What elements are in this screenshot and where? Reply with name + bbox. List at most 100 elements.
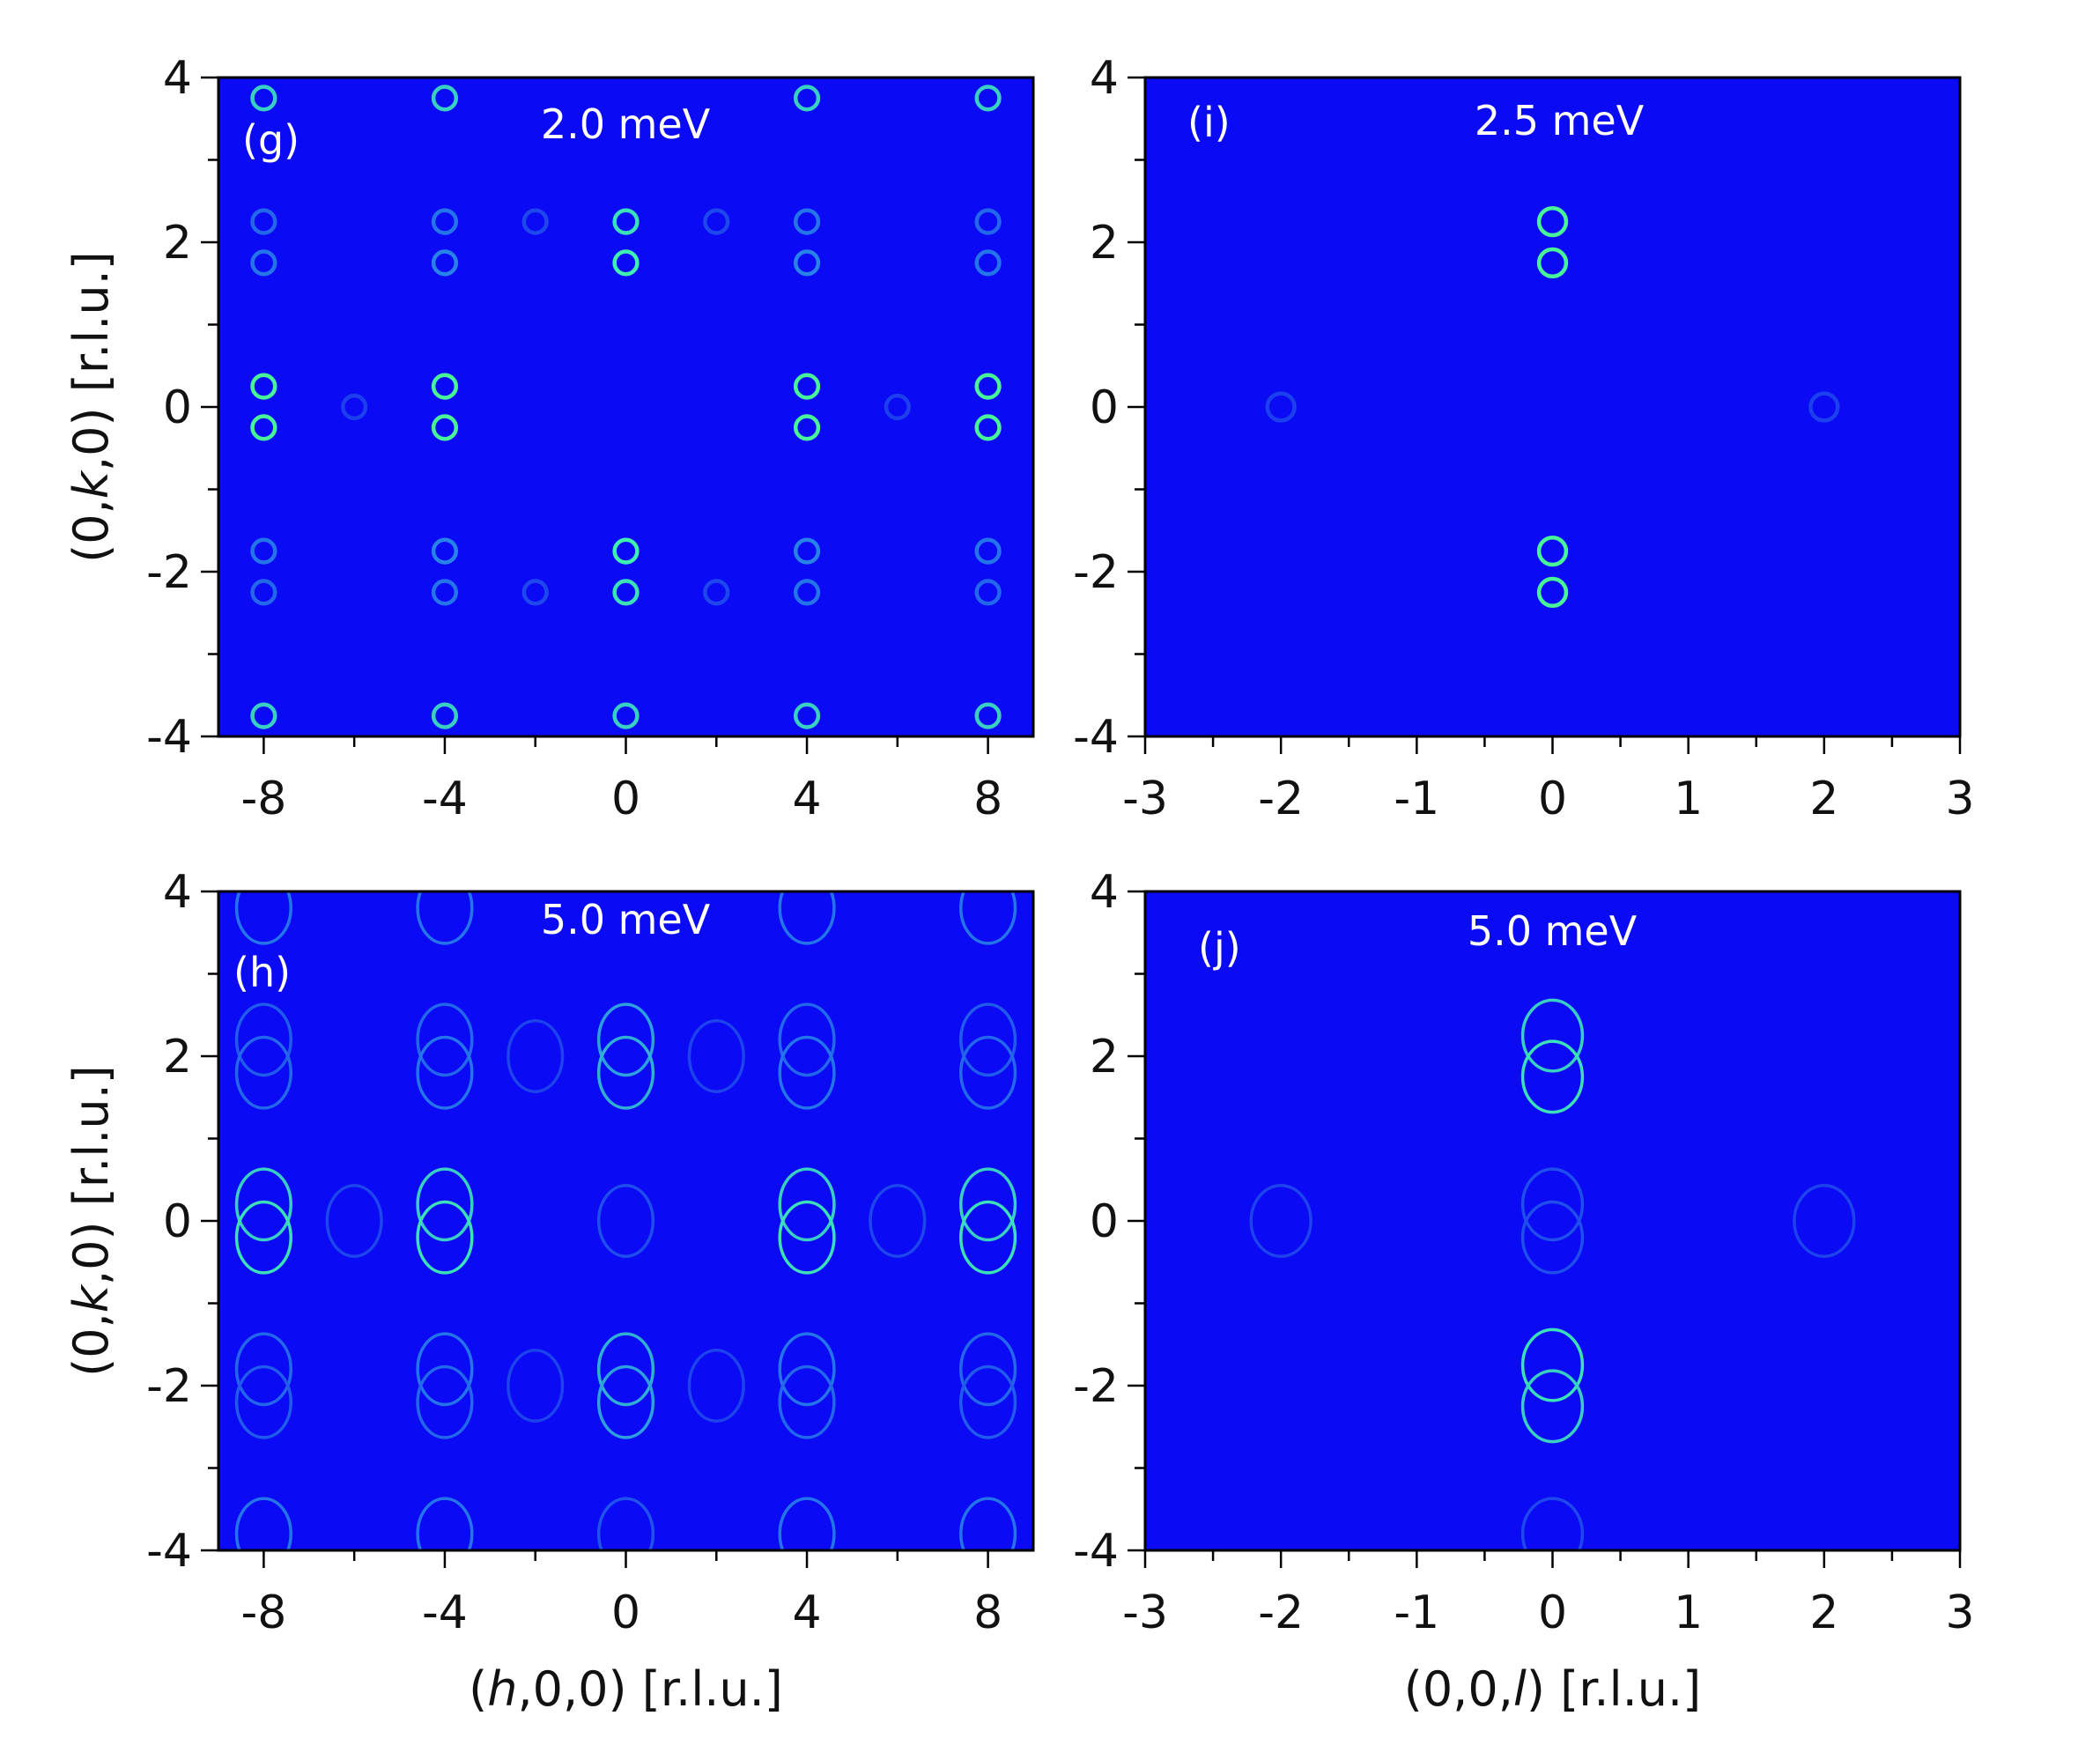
intensity-ring [1793, 1184, 1856, 1258]
heatmap-background [218, 78, 1033, 736]
intensity-ring [778, 1167, 836, 1242]
panel-h: -8 -4 0 4 8 -4 -2 0 2 4 (h) 5.0 meV (h,0,0) [r.l.u.]… [63, 866, 1035, 1717]
intensity-ring [974, 702, 1002, 729]
x-tick-label: -4 [422, 1586, 468, 1639]
x-tick-label: 2 [1809, 773, 1838, 825]
x-tick-label: 0 [611, 773, 640, 825]
intensity-ring [959, 1200, 1017, 1275]
intensity-ring [250, 373, 277, 400]
y-tick-label: 0 [1090, 1195, 1119, 1248]
intensity-ring [596, 1035, 655, 1110]
panel-label: (h) [233, 949, 291, 996]
intensity-ring [612, 579, 640, 606]
y-tick-label: 2 [163, 217, 192, 270]
intensity-ring [521, 579, 549, 606]
x-tick-label: -8 [240, 773, 286, 825]
panel-label: (j) [1198, 924, 1241, 972]
intensity-ring [431, 414, 459, 441]
intensity-ring [325, 1184, 383, 1258]
intensity-ring [521, 208, 549, 235]
intensity-ring [778, 1497, 836, 1550]
panel-g: -8 -4 0 4 8 -4 -2 0 2 4 (g) 2.0 meV (0,k,0) [r.l.u.] [63, 52, 1035, 825]
y-tick-label: 4 [1090, 52, 1119, 105]
intensity-ring [1536, 247, 1569, 279]
intensity-ring [250, 249, 277, 277]
intensity-ring [974, 373, 1002, 400]
y-tick-label: -2 [1073, 546, 1119, 599]
intensity-ring [1520, 998, 1585, 1073]
y-tick-label: -2 [1073, 1360, 1119, 1413]
intensity-ring [687, 1349, 745, 1423]
x-tick-label: -3 [1122, 773, 1168, 825]
intensity-ring [959, 891, 1017, 945]
panel-i: -3 -2 -1 0 1 2 3 -4 -2 0 2 4 (i) 2.5 meV [1073, 52, 1974, 825]
intensity-ring [703, 579, 730, 606]
intensity-ring [431, 249, 459, 277]
intensity-ring [1536, 205, 1569, 238]
x-tick-label: 0 [1538, 1586, 1567, 1639]
intensity-ring [687, 1019, 745, 1093]
intensity-ring [1265, 391, 1297, 423]
intensity-ring [974, 85, 1002, 112]
intensity-ring [1520, 1497, 1585, 1550]
intensity-ring [793, 702, 821, 729]
intensity-ring [959, 1002, 1017, 1077]
intensity-ring [507, 1349, 565, 1423]
x-tick-label: -4 [422, 773, 468, 825]
intensity-ring [778, 891, 836, 945]
x-tick-label: 8 [973, 773, 1002, 825]
intensity-ring [612, 249, 640, 277]
intensity-ring [974, 537, 1002, 565]
intensity-ring [1249, 1184, 1312, 1258]
intensity-ring [1808, 391, 1840, 423]
intensity-ring [416, 1497, 474, 1550]
panel-j: -3 -2 -1 0 1 2 3 -4 -2 0 2 4 (j) 5.0 meV (0,0,l) [r.l.… [1073, 866, 1974, 1717]
intensity-ring [596, 1365, 655, 1439]
intensity-ring [959, 1332, 1017, 1407]
intensity-ring [612, 702, 640, 729]
intensity-ring [793, 249, 821, 277]
intensity-ring [793, 414, 821, 441]
x-tick-label: -8 [240, 1586, 286, 1639]
intensity-ring [431, 702, 459, 729]
intensity-ring [431, 537, 459, 565]
intensity-ring [431, 208, 459, 235]
intensity-ring [250, 702, 277, 729]
intensity-ring [416, 1332, 474, 1407]
intensity-ring [974, 249, 1002, 277]
intensity-ring [1520, 1167, 1585, 1242]
intensity-ring [884, 393, 911, 421]
intensity-ring [416, 1200, 474, 1275]
intensity-ring [974, 579, 1002, 606]
ring-group [1265, 205, 1840, 609]
intensity-ring [793, 537, 821, 565]
intensity-ring [250, 414, 277, 441]
intensity-ring [250, 85, 277, 112]
energy-label: 2.5 meV [1475, 97, 1645, 144]
panel-label: (g) [242, 116, 299, 164]
intensity-ring [1536, 535, 1569, 567]
ring-group [234, 891, 1017, 1550]
x-tick-label: 3 [1945, 773, 1974, 825]
intensity-ring [778, 1035, 836, 1110]
heatmap-background [1145, 78, 1960, 736]
intensity-ring [234, 1200, 292, 1275]
intensity-ring [974, 414, 1002, 441]
intensity-ring [416, 1002, 474, 1077]
x-tick-label: 3 [1945, 1586, 1974, 1639]
intensity-ring [869, 1184, 927, 1258]
intensity-ring [250, 537, 277, 565]
intensity-ring [234, 1332, 292, 1407]
intensity-ring [596, 1497, 655, 1550]
intensity-ring [1520, 1200, 1585, 1275]
intensity-ring [431, 579, 459, 606]
intensity-ring [1536, 576, 1569, 609]
intensity-ring [416, 1365, 474, 1439]
x-tick-label: 1 [1674, 1586, 1703, 1639]
intensity-ring [793, 579, 821, 606]
x-tick-label: 4 [793, 773, 822, 825]
intensity-ring [1520, 1369, 1585, 1444]
intensity-ring [974, 208, 1002, 235]
